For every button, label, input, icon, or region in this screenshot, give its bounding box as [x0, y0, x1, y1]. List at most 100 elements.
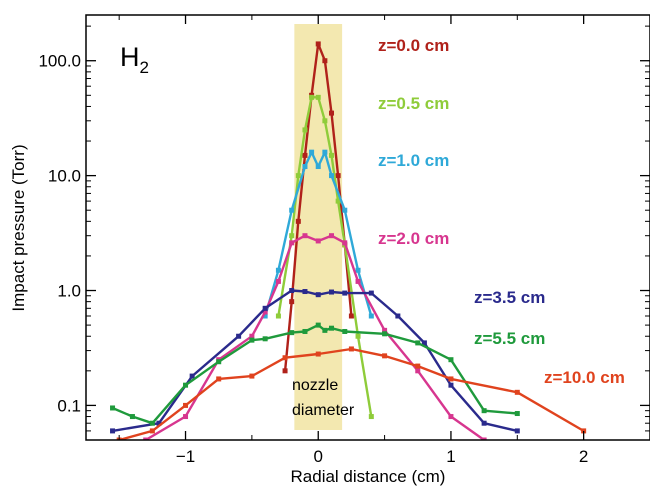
data-point: [249, 337, 255, 343]
data-point: [315, 322, 321, 328]
data-point: [216, 359, 222, 365]
series-2: [262, 149, 374, 319]
data-point: [262, 309, 268, 315]
data-point: [143, 437, 149, 440]
data-point: [395, 313, 401, 319]
nozzle-label-line1: nozzle: [292, 377, 338, 394]
data-point: [289, 240, 295, 246]
data-point: [342, 290, 348, 296]
data-point: [289, 330, 295, 336]
data-point: [309, 94, 315, 100]
x-tick-label: 0: [314, 447, 323, 466]
data-point: [481, 408, 487, 414]
data-point: [329, 325, 335, 331]
y-axis-label: Impact pressure (Torr): [9, 144, 28, 311]
data-point: [448, 414, 454, 420]
data-point: [329, 173, 335, 179]
series-label-z10: z=10.0 cm: [544, 368, 625, 387]
series-label-z55: z=5.5 cm: [474, 329, 545, 348]
data-point: [110, 428, 116, 434]
data-point: [315, 41, 321, 47]
data-point: [302, 233, 308, 239]
data-point: [415, 363, 421, 369]
data-point: [481, 437, 487, 440]
data-point: [315, 351, 321, 357]
data-point: [129, 414, 135, 420]
data-point: [355, 278, 361, 284]
data-point: [329, 289, 335, 295]
data-point: [262, 313, 268, 319]
series-label-z05: z=0.5 cm: [378, 94, 449, 113]
data-point: [110, 405, 116, 411]
data-point: [382, 327, 388, 333]
data-point: [335, 173, 341, 179]
series-line: [145, 234, 485, 440]
data-point: [262, 336, 268, 342]
data-point: [289, 288, 295, 294]
y-tick-label: 1.0: [57, 282, 81, 301]
x-axis-label: Radial distance (cm): [291, 467, 446, 486]
data-point: [322, 58, 328, 64]
data-point: [368, 313, 374, 319]
nozzle-label-line2: diameter: [292, 402, 355, 419]
data-point: [275, 267, 281, 273]
data-point: [149, 420, 155, 426]
data-point: [302, 164, 308, 170]
data-point: [448, 382, 454, 388]
data-point: [236, 333, 242, 339]
data-point: [315, 238, 321, 244]
data-point: [415, 340, 421, 346]
data-point: [315, 164, 321, 170]
data-point: [183, 414, 189, 420]
y-tick-label: 100.0: [38, 52, 81, 71]
data-point: [342, 207, 348, 213]
data-point: [514, 389, 520, 395]
data-point: [295, 173, 301, 179]
data-point: [302, 127, 308, 133]
data-point: [149, 428, 155, 434]
data-point: [448, 357, 454, 363]
plot-frame: [85, 14, 650, 441]
series-label-z2: z=2.0 cm: [378, 229, 449, 248]
series-label-z35: z=3.5 cm: [474, 288, 545, 307]
data-point: [289, 299, 295, 305]
data-point: [355, 267, 361, 273]
data-point: [189, 373, 195, 379]
data-point: [262, 305, 268, 311]
data-point: [315, 94, 321, 100]
data-point: [322, 118, 328, 124]
data-point: [581, 428, 587, 434]
data-point: [216, 376, 222, 382]
series-4: [110, 288, 520, 434]
data-point: [348, 313, 354, 319]
data-point: [309, 149, 315, 155]
data-point: [348, 346, 354, 352]
data-point: [382, 353, 388, 359]
data-point: [322, 327, 328, 333]
data-point: [342, 240, 348, 246]
data-point: [282, 355, 288, 361]
series-line: [118, 347, 585, 440]
data-point: [322, 149, 328, 155]
data-point: [355, 333, 361, 339]
data-point: [302, 328, 308, 334]
data-point: [183, 382, 189, 388]
series-5: [110, 322, 520, 426]
data-point: [295, 218, 301, 224]
data-point: [156, 420, 162, 426]
data-point: [329, 152, 335, 158]
data-point: [415, 368, 421, 374]
x-tick-label: 2: [579, 447, 588, 466]
data-point: [368, 414, 374, 420]
data-point: [183, 402, 189, 408]
series-line: [277, 96, 373, 417]
species-symbol: H: [120, 42, 140, 72]
series-6: [116, 346, 587, 440]
data-point: [302, 152, 308, 158]
tick-layer: −1 0 1 2 0.1 1.0 10.0 100.0: [38, 15, 650, 466]
data-point: [329, 110, 335, 116]
data-point: [249, 333, 255, 339]
data-point: [481, 420, 487, 426]
data-point: [421, 340, 427, 346]
